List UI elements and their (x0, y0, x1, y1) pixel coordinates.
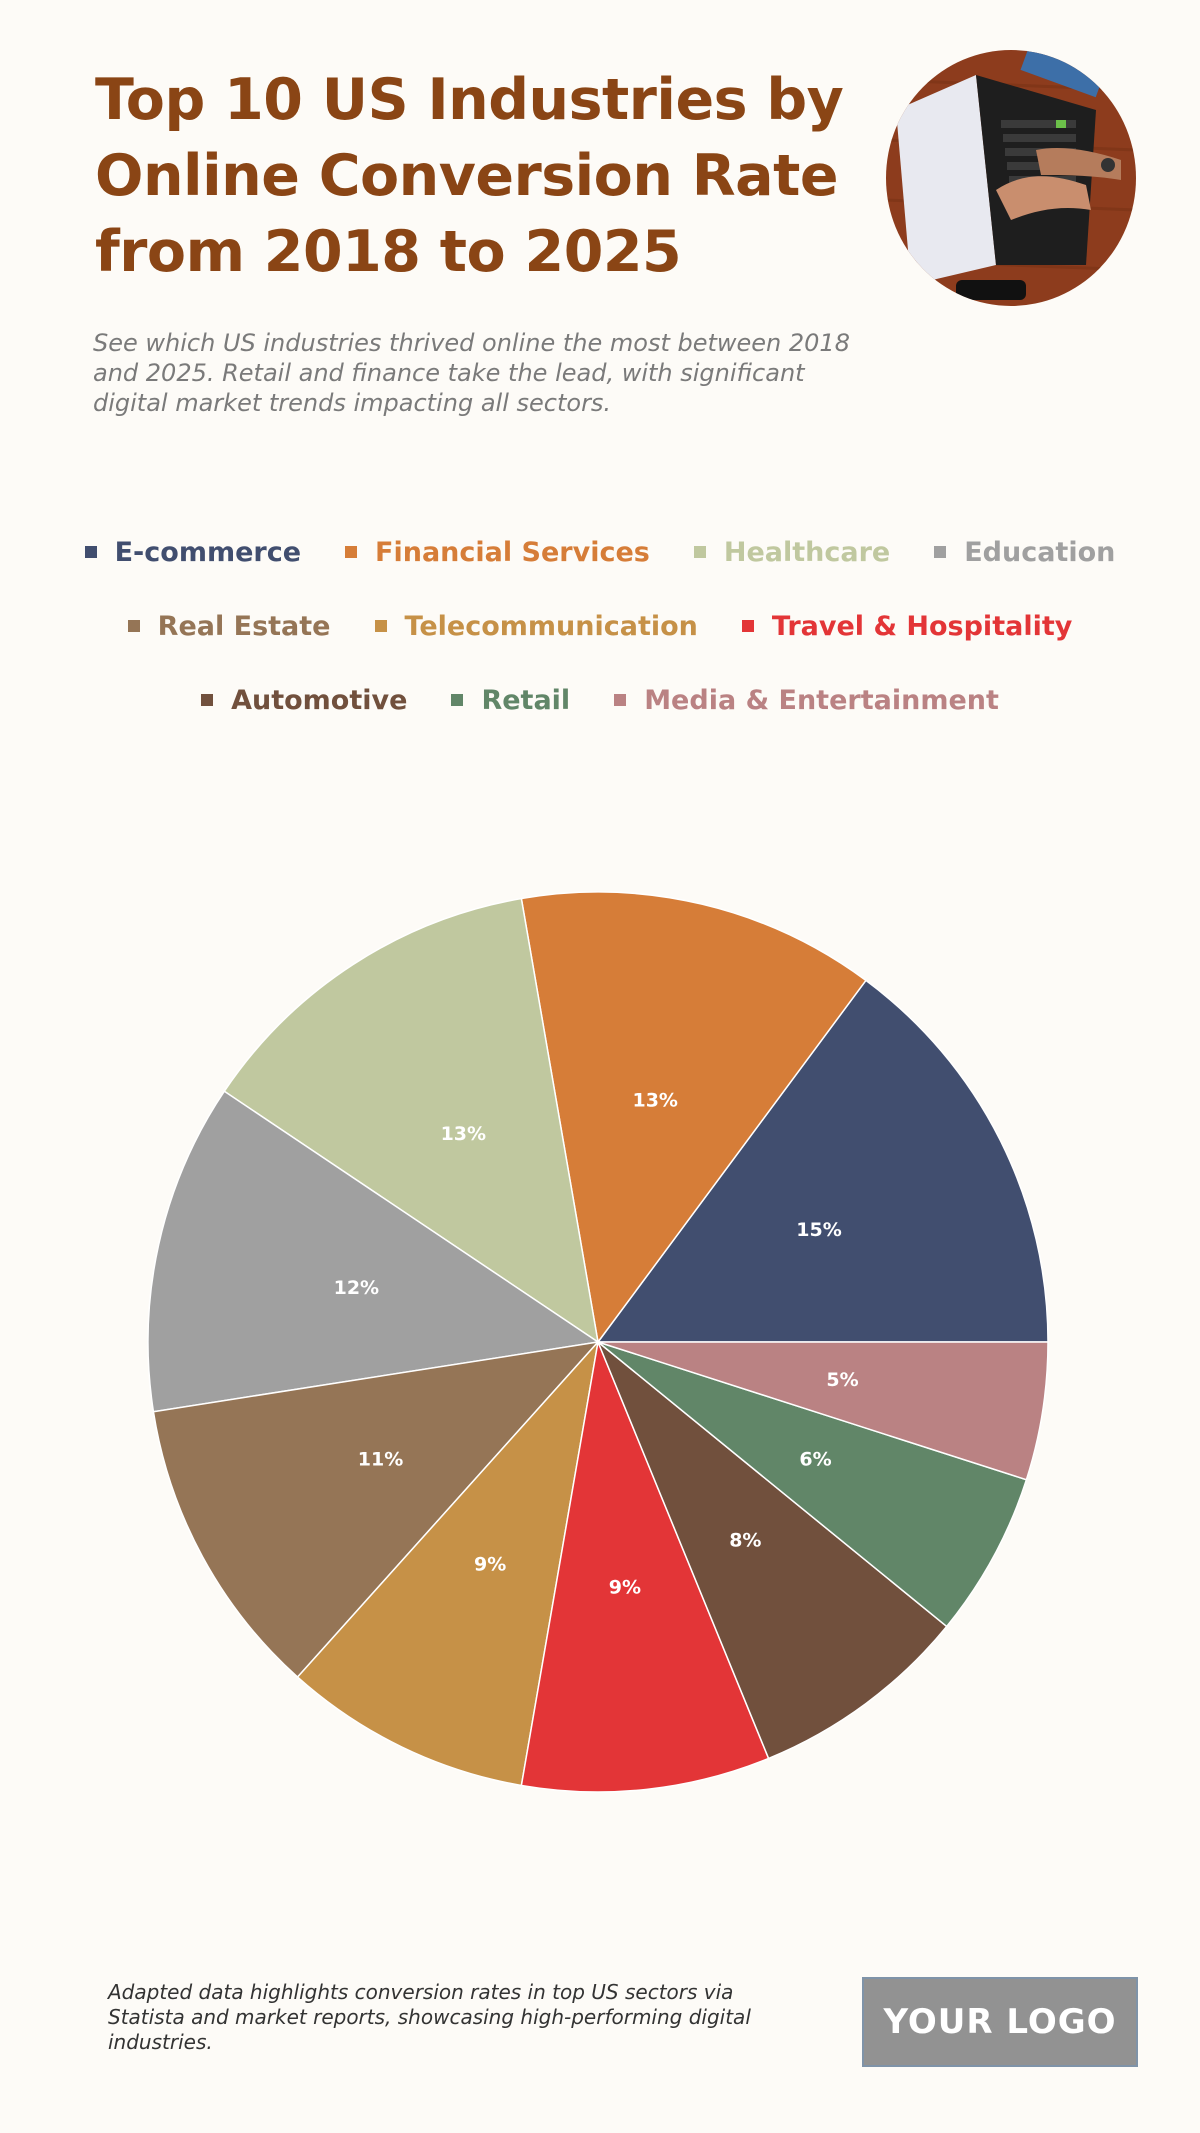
legend-swatch (201, 694, 214, 706)
legend-label: Healthcare (723, 536, 891, 568)
pie-slice (520, 891, 867, 1344)
legend-item-travel-hospitality: Travel & Hospitality (741, 609, 1073, 643)
legend-label: E-commerce (114, 536, 302, 568)
legend-item-automotive: Automotive (201, 683, 407, 717)
slice-label: 15% (796, 1219, 841, 1241)
pie-slice (597, 1341, 948, 1760)
legend-swatch (345, 546, 358, 558)
legend-swatch (127, 620, 140, 632)
legend-label: Travel & Hospitality (771, 610, 1073, 642)
page-title: Top 10 US Industries by Online Conversio… (95, 67, 844, 285)
legend-item-media-entertainment: Media & Entertainment (614, 683, 999, 717)
slice-label: 9% (609, 1577, 641, 1599)
legend-item-financial-services: Financial Services (345, 535, 650, 569)
logo-placeholder: YOUR LOGO (862, 1977, 1138, 2067)
legend-item-retail: Retail (451, 683, 570, 717)
legend-swatch (451, 694, 464, 706)
pie-slice (597, 1341, 1049, 1481)
slice-label: 13% (632, 1090, 677, 1112)
legend-item-healthcare: Healthcare (693, 535, 891, 569)
pie-slice (223, 897, 600, 1344)
pie-slice (520, 1339, 770, 1793)
legend-label: Real Estate (157, 610, 331, 642)
pie-slice (152, 1340, 600, 1679)
slice-label: 11% (358, 1449, 403, 1471)
pie-slice (596, 979, 1049, 1343)
legend-label: Media & Entertainment (644, 684, 999, 716)
legend-label: Financial Services (375, 536, 650, 568)
legend-label: Automotive (231, 684, 408, 716)
laptop-photo (886, 50, 1136, 306)
footer-note: Adapted data highlights conversion rates… (108, 1980, 751, 2054)
legend-swatch (84, 546, 97, 558)
slice-label: 13% (441, 1123, 486, 1145)
legend-swatch (374, 620, 387, 632)
chart-legend: E-commerce Financial Services Healthcare… (40, 535, 1160, 717)
legend-label: Education (964, 536, 1116, 568)
legend-label: Telecommunication (404, 610, 698, 642)
slice-label: 8% (729, 1529, 761, 1551)
slice-label: 5% (826, 1369, 858, 1391)
slice-label: 12% (334, 1277, 379, 1299)
legend-swatch (614, 694, 627, 706)
laptop-photo-illustration (886, 50, 1136, 306)
slice-label: 6% (799, 1449, 831, 1471)
legend-label: Retail (481, 684, 571, 716)
legend-swatch (741, 620, 754, 632)
pie-slice (296, 1339, 600, 1787)
legend-item-telecommunication: Telecommunication (374, 609, 698, 643)
legend-swatch (934, 546, 947, 558)
legend-item-e-commerce: E-commerce (84, 535, 302, 569)
page-subtitle: See which US industries thrived online t… (93, 329, 850, 417)
pie-slice (147, 1090, 601, 1413)
legend-swatch (693, 546, 706, 558)
pie-slice (597, 1341, 1028, 1628)
slice-label: 9% (474, 1553, 506, 1575)
legend-item-education: Education (934, 535, 1115, 569)
legend-item-real-estate: Real Estate (127, 609, 331, 643)
